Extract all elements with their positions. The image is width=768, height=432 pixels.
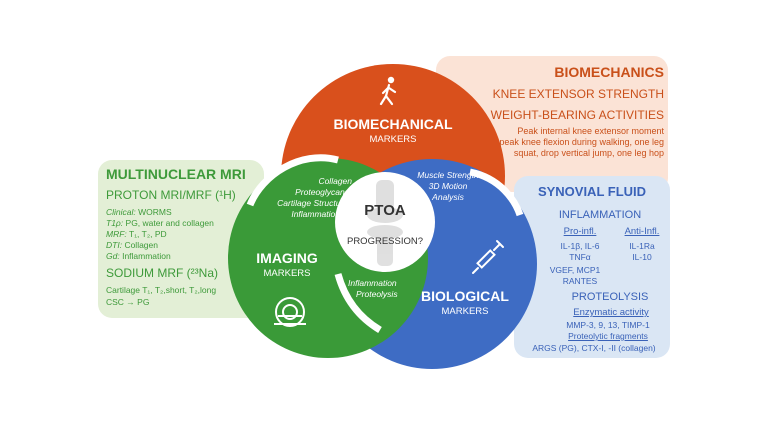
- anti-infl-item: IL-10: [632, 252, 652, 262]
- mri-row-value: Inflammation: [122, 251, 171, 261]
- walking-person-icon: [379, 76, 397, 106]
- imaging-title: IMAGING: [256, 250, 318, 266]
- proteolysis-heading: PROTEOLYSIS: [571, 291, 649, 303]
- mri-row-label: DTI:: [106, 240, 123, 250]
- mri-row-value: Collagen: [124, 240, 158, 250]
- imaging-note: Cartilage Structure: [277, 198, 348, 208]
- mmp-list: MMP-3, 9, 13, TIMP-1: [566, 320, 650, 330]
- center-title: PTOA: [364, 202, 406, 219]
- biological-subtitle: MARKERS: [441, 306, 489, 317]
- biomechanical-note: 3D Motion: [428, 181, 468, 191]
- swirl-separator: [334, 273, 382, 334]
- biomechanics-detail: Peak internal knee extensor moment: [517, 126, 664, 136]
- mri-cartilage: Cartilage T₁, T₂,short, T₂,long: [106, 285, 217, 295]
- enzymatic-activity: Enzymatic activity: [573, 307, 649, 318]
- swirl-separator: [469, 168, 524, 217]
- knee-extensor-strength: KNEE EXTENSOR STRENGTH: [492, 87, 664, 101]
- swirl-separator: [246, 154, 339, 207]
- mri-title: MULTINUCLEAR MRI: [106, 166, 246, 182]
- pro-infl-item: IL-1β, IL-6: [560, 241, 600, 251]
- args-list: ARGS (PG), CTX-I, -II (collagen): [532, 343, 656, 353]
- mri-row-clinical: Clinical: WORMS: [106, 207, 172, 217]
- imaging-note: Inflammation: [291, 209, 340, 219]
- sodium-mrf-heading: SODIUM MRF (²³Na): [106, 266, 218, 280]
- biomechanics-detail: squat, drop vertical jump, one leg hop: [513, 148, 664, 158]
- inflammation-heading: INFLAMMATION: [558, 209, 642, 221]
- imaging-subtitle: MARKERS: [263, 268, 311, 279]
- biological-note: Proteolysis: [356, 289, 398, 299]
- pro-infl-header: Pro-infl.: [563, 226, 597, 237]
- knee-joint-icon: [367, 180, 403, 266]
- synovial-title: SYNOVIAL FLUID: [537, 184, 647, 199]
- biomechanical-subtitle: MARKERS: [369, 134, 417, 145]
- weight-bearing-activities: WEIGHT-BEARING ACTIVITIES: [490, 108, 664, 122]
- biomechanics-title: BIOMECHANICS: [554, 64, 664, 80]
- synovial-fluid-panel: [514, 176, 670, 358]
- mri-row-value: PG, water and collagen: [125, 218, 214, 228]
- mri-row-value: T₁, T₂, PD: [129, 229, 167, 239]
- center-subtitle: PROGRESSION?: [346, 236, 424, 247]
- mri-row-gd: Gd: Inflammation: [106, 251, 171, 261]
- mri-scanner-icon: [274, 297, 306, 327]
- biological-note: Inflammation: [348, 278, 397, 288]
- biomechanics-detail: peak knee flexion during walking, one le…: [499, 137, 664, 147]
- mri-row-label: Gd:: [106, 251, 120, 261]
- biological-title: BIOLOGICAL: [421, 288, 509, 304]
- pro-infl-item: VGEF, MCP1: [549, 265, 601, 275]
- mri-row-label: MRF:: [106, 229, 127, 239]
- mri-row-label: T1ρ:: [106, 218, 124, 228]
- imaging-note: Proteoglycans: [295, 187, 349, 197]
- mri-csc: CSC → PG: [106, 297, 150, 307]
- mri-row-label: Clinical:: [106, 207, 136, 217]
- proteolytic-fragments: Proteolytic fragments: [568, 331, 648, 341]
- biomechanical-note: Muscle Strength: [417, 170, 479, 180]
- proton-mri-heading: PROTON MRI/MRF (¹H): [106, 188, 236, 202]
- mri-row-value: WORMS: [138, 207, 172, 217]
- anti-infl-header: Anti-Infl.: [624, 226, 660, 237]
- mri-row-t1p: T1ρ: PG, water and collagen: [106, 218, 214, 228]
- biomechanical-title: BIOMECHANICAL: [333, 116, 453, 132]
- pro-infl-item: RANTES: [562, 276, 598, 286]
- pro-infl-item: TNFα: [569, 252, 591, 262]
- mri-row-dti: DTI: Collagen: [106, 240, 158, 250]
- mri-row-mrf: MRF: T₁, T₂, PD: [106, 229, 167, 239]
- syringe-icon: [472, 240, 504, 274]
- biomechanical-note: Analysis: [432, 192, 464, 202]
- anti-infl-item: IL-1Ra: [629, 241, 655, 251]
- imaging-note: Collagen: [318, 176, 352, 186]
